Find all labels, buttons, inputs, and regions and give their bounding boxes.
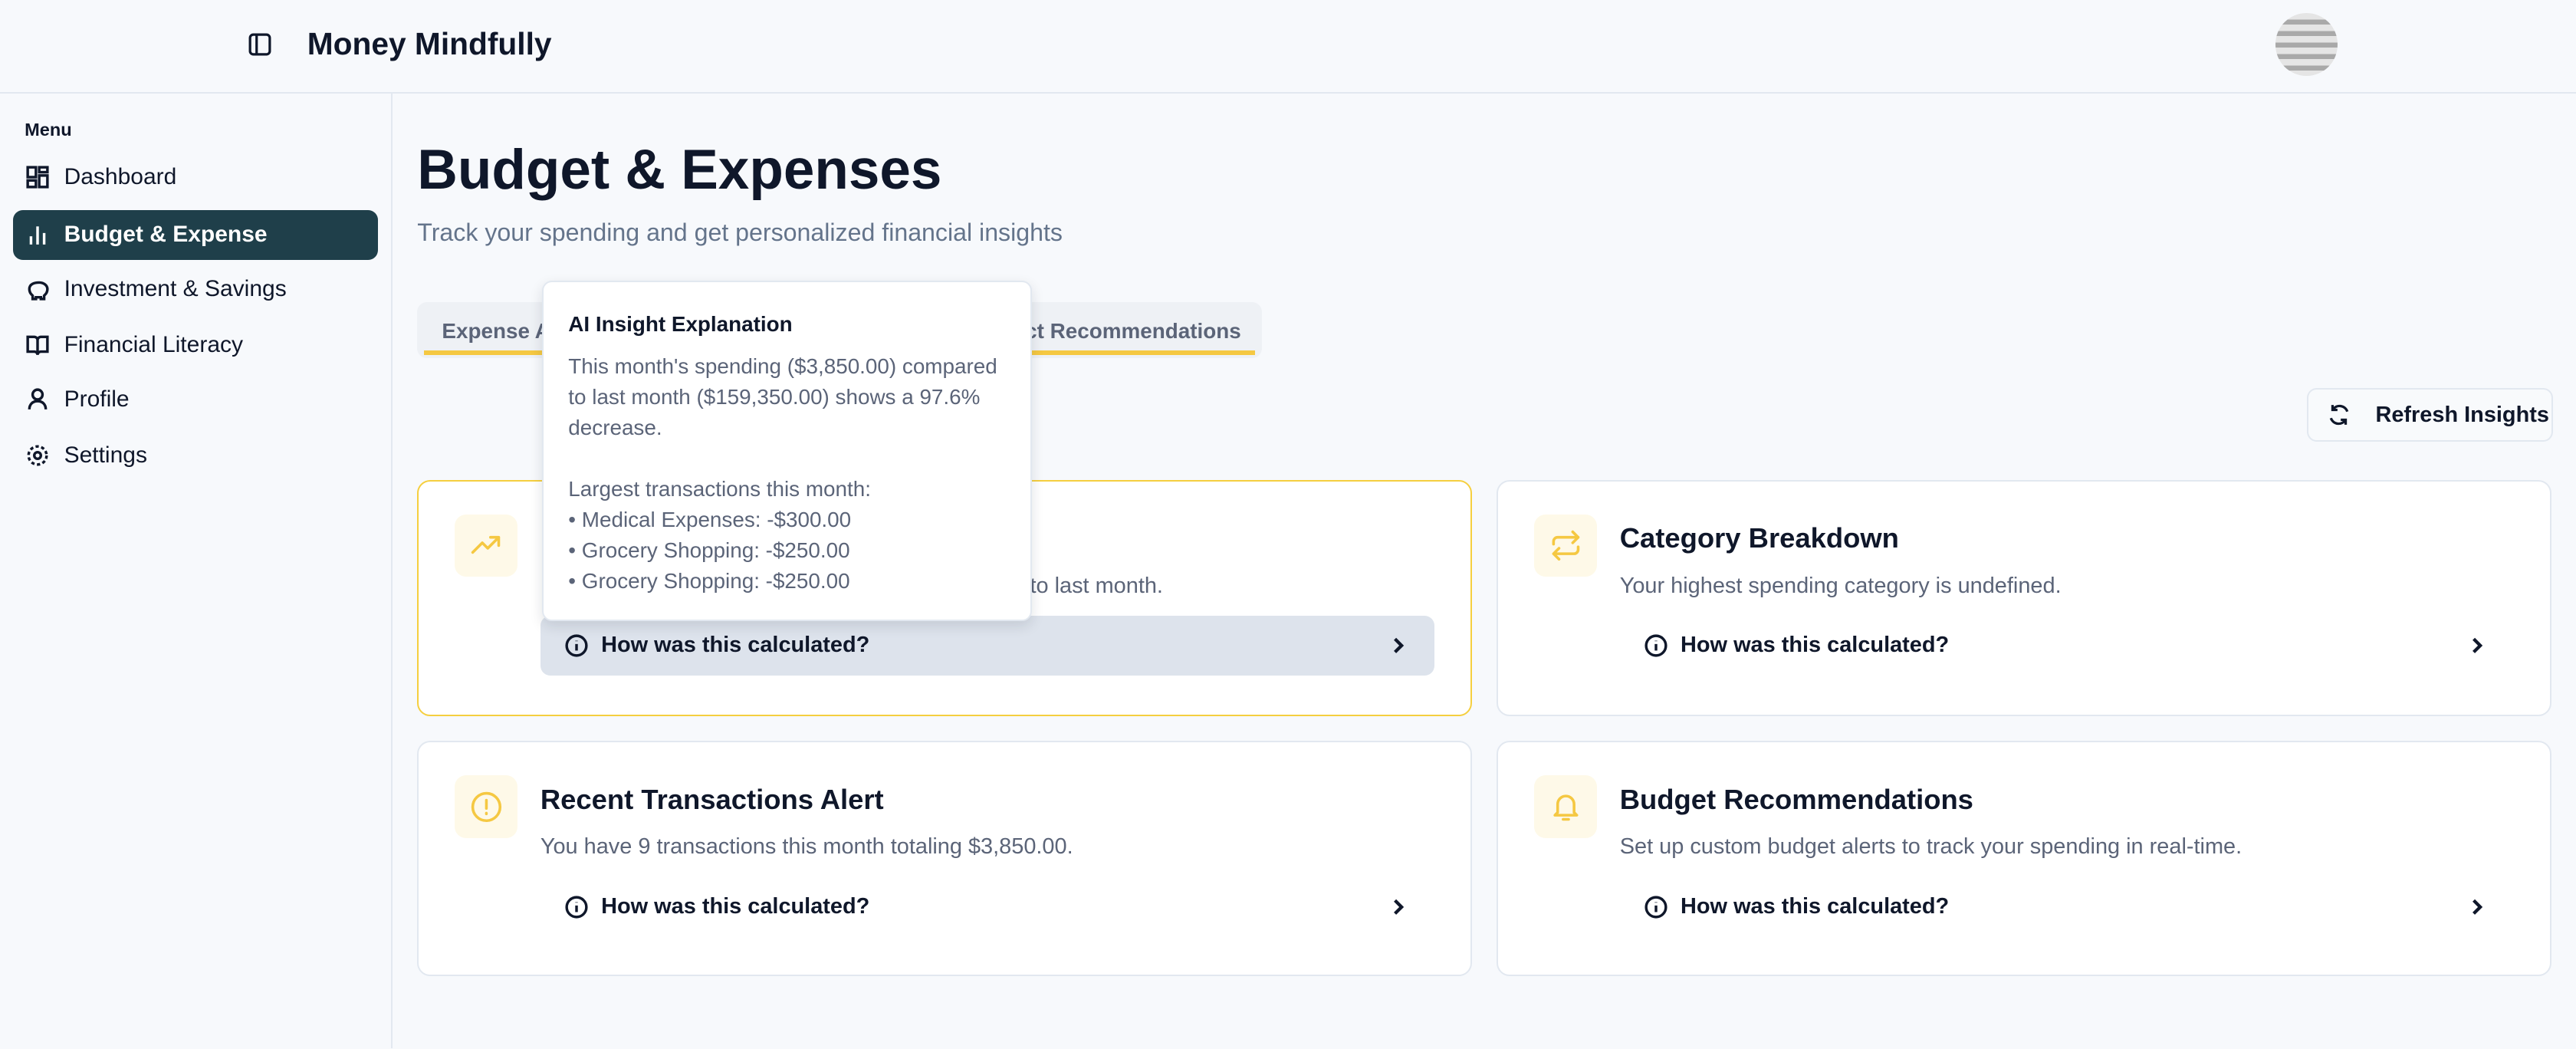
gear-icon (27, 445, 48, 466)
how-calculated-button[interactable]: How was this calculated? (540, 877, 1434, 936)
how-calculated-button[interactable]: How was this calculated? (540, 616, 1434, 676)
calc-label: How was this calculated? (1681, 894, 1950, 919)
card-title: Recent Transactions Alert (540, 784, 884, 815)
sidebar-item-investment[interactable]: Investment & Savings (13, 265, 378, 314)
info-icon (1644, 634, 1668, 657)
budget-recommendations-card: Budget Recommendations Set up custom bud… (1497, 741, 2551, 976)
page-title: Budget & Expenses (417, 139, 942, 201)
piggy-bank-icon (28, 281, 49, 301)
tooltip-body: This month's spending ($3,850.00) compar… (568, 354, 997, 439)
sidebar-item-dashboard[interactable]: Dashboard (13, 153, 378, 202)
book-icon (26, 335, 49, 356)
sidebar-item-label: Financial Literacy (64, 332, 243, 357)
bar-chart-icon (29, 226, 46, 245)
bell-icon (1534, 775, 1597, 838)
chevron-right-icon (2472, 899, 2483, 915)
card-description: Set up custom budget alerts to track you… (1619, 834, 2242, 860)
chevron-right-icon (2472, 637, 2483, 654)
card-title: Budget Recommendations (1619, 784, 1973, 815)
refresh-label: Refresh Insights (2375, 402, 2549, 427)
refresh-insights-button[interactable]: Refresh Insights (2306, 387, 2554, 442)
top-bar: Money Mindfully (0, 0, 2576, 94)
menu-heading: Menu (25, 120, 72, 140)
how-calculated-button[interactable]: How was this calculated? (1620, 877, 2514, 936)
tooltip-title: AI Insight Explanation (568, 311, 793, 336)
tooltip-list-item: • Grocery Shopping: -$250.00 (568, 569, 850, 594)
info-icon (1644, 896, 1668, 919)
sidebar-item-label: Settings (64, 442, 147, 468)
info-icon (565, 896, 588, 919)
sidebar-item-profile[interactable]: Profile (13, 375, 378, 424)
tab-expense-analysis[interactable]: Expense A (423, 309, 621, 355)
chevron-right-icon (1393, 899, 1404, 915)
sidebar-item-label: Investment & Savings (64, 276, 287, 302)
sidebar-item-settings[interactable]: Settings (13, 430, 378, 479)
avatar[interactable] (2275, 13, 2338, 76)
sidebar: Menu Dashboard Budget & Expense Investme… (0, 94, 393, 1049)
tooltip-list-item: • Grocery Shopping: -$250.00 (568, 538, 850, 563)
ai-insight-tooltip: AI Insight Explanation This month's spen… (542, 281, 1032, 621)
user-icon (28, 388, 48, 409)
card-description: to last month. (1030, 573, 1163, 598)
sidebar-item-label: Dashboard (64, 164, 177, 190)
page-subtitle: Track your spending and get personalized… (417, 219, 1063, 246)
dashboard-icon (26, 166, 49, 189)
category-breakdown-card: Category Breakdown Your highest spending… (1497, 479, 2551, 717)
arrows-swap-icon (1534, 514, 1597, 577)
refresh-icon (2330, 404, 2349, 426)
card-description: You have 9 transactions this month total… (540, 834, 1073, 860)
info-icon (565, 634, 588, 657)
alert-circle-icon (455, 775, 518, 838)
calc-label: How was this calculated? (601, 894, 870, 919)
tab-recommendations[interactable]: ct Recommendations (1008, 309, 1256, 355)
sidebar-toggle-icon[interactable] (248, 33, 271, 56)
sidebar-item-label: Profile (64, 386, 130, 412)
tooltip-list-heading: Largest transactions this month: (568, 477, 871, 501)
app-title: Money Mindfully (307, 26, 552, 62)
calc-label: How was this calculated? (601, 633, 870, 658)
calc-label: How was this calculated? (1681, 633, 1950, 658)
sidebar-item-budget[interactable]: Budget & Expense (13, 210, 378, 260)
tooltip-list-item: • Medical Expenses: -$300.00 (568, 508, 852, 532)
recent-transactions-card: Recent Transactions Alert You have 9 tra… (417, 741, 1473, 976)
card-title: Category Breakdown (1619, 522, 1899, 554)
sidebar-item-label: Budget & Expense (64, 222, 268, 248)
how-calculated-button[interactable]: How was this calculated? (1620, 616, 2514, 675)
sidebar-item-literacy[interactable]: Financial Literacy (13, 321, 378, 370)
trending-up-icon (455, 514, 518, 577)
card-description: Your highest spending category is undefi… (1619, 573, 2062, 598)
chevron-right-icon (1393, 637, 1404, 654)
